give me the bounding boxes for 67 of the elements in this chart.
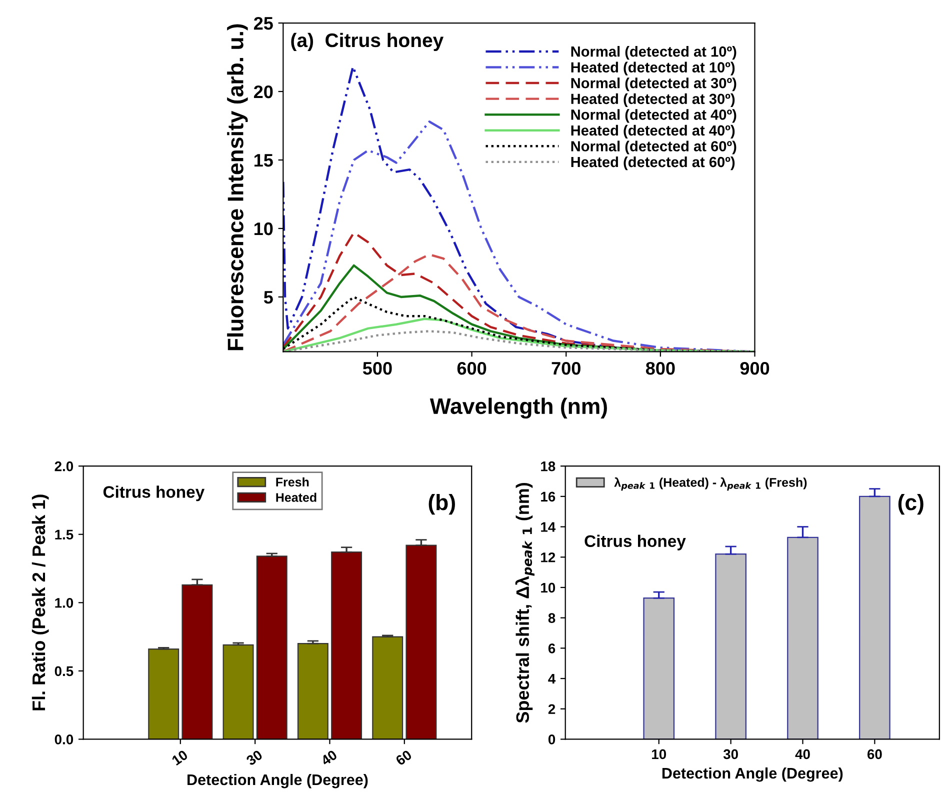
y-tick-label: 12 — [541, 552, 556, 562]
bar — [297, 643, 328, 740]
x-axis-title: Detection Angle (Degree) — [662, 767, 843, 782]
x-tick-label: 30 — [246, 750, 264, 766]
x-tick-label: 500 — [362, 362, 392, 375]
y-tick-label: 1.5 — [55, 530, 74, 540]
legend-label: Heated (detected at 30º) — [571, 93, 735, 107]
y-tick-label: 10 — [541, 582, 556, 593]
y-axis-title: Fluorescence Intensity (arb. u.) — [227, 24, 248, 350]
annotation: (c) — [898, 494, 924, 515]
bar — [372, 636, 404, 740]
legend-label: Heated (detected at 40º) — [571, 124, 735, 139]
x-tick-label: 10 — [652, 749, 666, 760]
annotation: Citrus honey — [103, 486, 205, 502]
bar — [256, 556, 288, 740]
x-tick-label: 60 — [394, 750, 412, 766]
legend-label: Normal (detected at 40º) — [571, 109, 736, 123]
x-axis-title: Wavelength (nm) — [430, 398, 607, 419]
y-tick-label: 1.0 — [55, 598, 74, 608]
y-tick-label: 5 — [264, 291, 273, 304]
x-tick-label: 60 — [867, 749, 882, 760]
y-axis-title: Fl. Ratio (Peak 2 / Peak 1) — [32, 494, 49, 710]
x-tick-label: 30 — [723, 749, 738, 760]
legend-label: Heated (detected at 60º) — [571, 156, 735, 170]
y-tick-label: 0.0 — [54, 734, 74, 744]
y-tick-label: 15 — [254, 154, 273, 167]
bar — [182, 584, 213, 740]
bar — [787, 536, 818, 740]
bar — [148, 648, 180, 740]
annotation: (b) — [428, 494, 455, 515]
x-tick-label: 40 — [795, 749, 810, 760]
legend-label: Normal (detected at 60º) — [571, 140, 736, 154]
y-tick-label: 20 — [254, 85, 273, 98]
x-tick-label: 40 — [320, 750, 338, 766]
x-tick-label: 600 — [457, 362, 486, 375]
x-tick-label: 900 — [740, 362, 770, 375]
bar — [859, 496, 890, 740]
y-tick-label: 2 — [548, 704, 556, 714]
bar — [331, 552, 362, 740]
legend-label: Normal (detected at 30º) — [571, 78, 736, 92]
legend-label: Normal (detected at 10º) — [571, 46, 736, 60]
y-tick-label: 16 — [541, 492, 556, 502]
y-tick-label: 18 — [541, 461, 556, 472]
annotation: (a) Citrus honey — [291, 32, 444, 52]
bar — [222, 644, 254, 740]
y-tick-label: 2.0 — [54, 461, 74, 472]
y-tick-label: 0 — [548, 734, 556, 744]
legend-label: λ$_{peak 1}$ (Heated) - λ$_{peak 1}$ (Fresh) — [614, 477, 807, 491]
y-tick-label: 14 — [541, 522, 556, 532]
bar — [715, 554, 746, 740]
x-tick-label: 800 — [646, 362, 675, 375]
y-tick-label: 4 — [548, 674, 556, 684]
y-tick-label: 0.5 — [54, 666, 74, 676]
x-axis-title: Detection Angle (Degree) — [188, 774, 368, 788]
y-axis-title: Spectral shift, Δλ$_{peak 1}$ (nm) — [515, 482, 534, 723]
legend-label: Heated — [276, 492, 316, 502]
y-tick-label: 6 — [548, 644, 556, 654]
annotation: Citrus honey — [584, 534, 686, 550]
x-tick-label: 10 — [171, 750, 188, 766]
y-tick-label: 10 — [254, 222, 273, 236]
bar — [406, 544, 437, 740]
legend-label: Heated (detected at 10º) — [571, 62, 735, 76]
y-tick-label: 8 — [548, 613, 556, 623]
bar — [643, 598, 675, 740]
y-tick-label: 25 — [254, 16, 273, 30]
x-tick-label: 700 — [552, 362, 580, 375]
legend-label: Fresh — [276, 477, 309, 487]
